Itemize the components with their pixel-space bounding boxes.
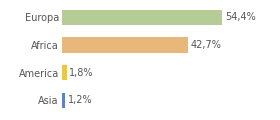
- Text: 1,2%: 1,2%: [67, 95, 92, 105]
- Bar: [62, 65, 67, 80]
- Bar: [62, 10, 222, 25]
- Text: 42,7%: 42,7%: [190, 40, 221, 50]
- Bar: [62, 37, 188, 53]
- Text: 1,8%: 1,8%: [69, 68, 94, 78]
- Bar: [62, 93, 65, 108]
- Text: 54,4%: 54,4%: [225, 12, 255, 22]
